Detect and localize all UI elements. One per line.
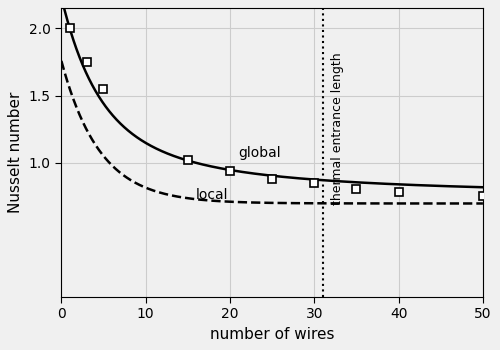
X-axis label: number of wires: number of wires <box>210 327 334 342</box>
Text: local: local <box>196 188 228 202</box>
Text: thermal entrance length: thermal entrance length <box>331 53 344 205</box>
Text: global: global <box>238 146 281 160</box>
Y-axis label: Nusselt number: Nusselt number <box>8 92 24 213</box>
